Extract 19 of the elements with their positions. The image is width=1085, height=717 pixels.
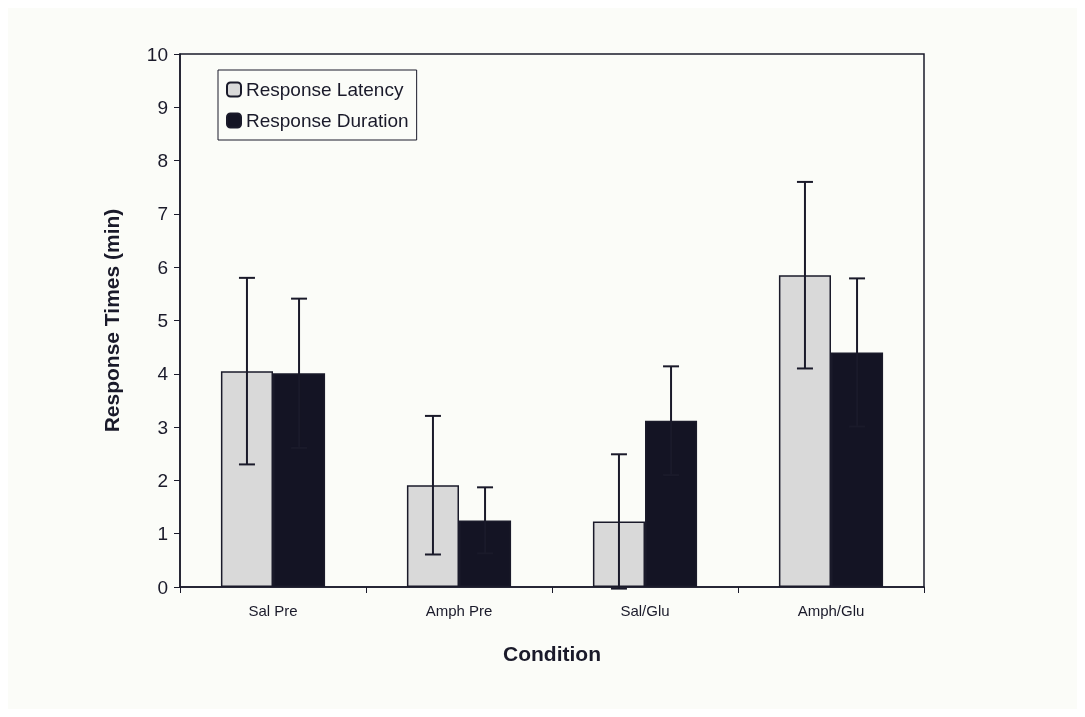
- y-tick-label: 2: [157, 469, 168, 491]
- y-tick-label: 6: [157, 256, 168, 278]
- y-tick-label: 4: [157, 363, 169, 385]
- y-tick-label: 7: [157, 203, 168, 225]
- x-tick-label: Sal Pre: [248, 602, 298, 619]
- legend-label: Response Latency: [246, 79, 404, 100]
- y-axis-title: Response Times (min): [100, 208, 123, 433]
- y-tick-label: 9: [157, 96, 168, 118]
- y-tick-label: 8: [157, 150, 168, 172]
- x-tick-label: Sal/Glu: [620, 602, 670, 619]
- y-tick-label: 10: [146, 43, 168, 65]
- y-tick-label: 1: [157, 523, 168, 545]
- y-tick-label: 3: [157, 416, 168, 438]
- x-axis-title: Condition: [503, 642, 601, 665]
- legend-label: Response Duration: [246, 110, 409, 131]
- y-tick-label: 0: [157, 576, 168, 598]
- y-tick-label: 5: [157, 310, 168, 331]
- x-tick-label: Amph Pre: [425, 602, 493, 619]
- x-tick-label: Amph/Glu: [797, 602, 865, 619]
